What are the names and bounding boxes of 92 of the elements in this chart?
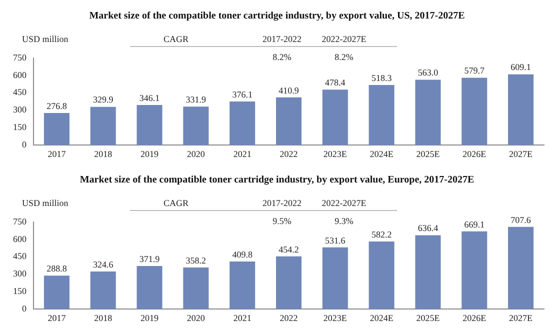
data-label: 563.0 (418, 68, 439, 78)
data-label: 609.1 (510, 62, 531, 72)
y-tick-label: 0 (22, 140, 27, 150)
bar (508, 226, 534, 310)
y-tick-label: 0 (22, 304, 27, 314)
bar (322, 90, 348, 146)
bar (368, 242, 394, 310)
x-tick-label: 2024E (370, 148, 394, 159)
bar (136, 266, 162, 310)
annotation: 8.2% (334, 52, 354, 62)
y-tick-label: 450 (13, 251, 27, 262)
bar (230, 262, 256, 310)
bar (276, 256, 302, 310)
data-label: 518.3 (371, 72, 392, 83)
x-tick-label: 2027E (509, 312, 534, 323)
y-axis-title: USD million (22, 34, 68, 44)
bar (90, 106, 116, 146)
y-tick-label: 600 (13, 70, 27, 80)
y-tick-label: 150 (13, 286, 27, 296)
bar (183, 106, 209, 146)
data-label: 409.8 (232, 249, 253, 260)
y-tick-label: 450 (13, 87, 27, 98)
data-label: 410.9 (278, 85, 300, 96)
text: 2017-2022 (262, 34, 302, 44)
bar (90, 271, 116, 310)
text: 2022-2027E (322, 198, 366, 208)
x-tick-label: 2023E (323, 148, 348, 159)
data-label: 288.8 (46, 263, 68, 274)
x-tick-label: 2017 (48, 312, 66, 323)
bar (462, 78, 488, 146)
x-tick-label: 2020 (186, 312, 206, 323)
x-tick-label: 2019 (140, 148, 160, 159)
data-label: 358.2 (186, 255, 206, 266)
bar (136, 104, 162, 146)
bar (368, 84, 394, 146)
x-tick-label: 2023E (323, 312, 348, 323)
x-tick-label: 2025E (416, 312, 440, 323)
data-label: 376.1 (232, 89, 252, 100)
chart-title: Market size of the compatible toner cartridge industry, by export value, Europe, 2017-2027E (80, 174, 474, 186)
bar (322, 247, 348, 310)
text: 2017-2022 (262, 198, 302, 208)
annotation: 9.5% (272, 216, 292, 226)
bar (415, 235, 441, 310)
bar (44, 276, 70, 310)
y-axis-title: USD million (22, 198, 68, 208)
annotation: 9.3% (334, 216, 354, 226)
x-tick-label: 2020 (186, 148, 206, 159)
x-tick-label: 2026E (462, 148, 487, 159)
x-tick-label: 2021 (233, 148, 252, 159)
data-label: 579.7 (464, 66, 486, 76)
x-tick-label: 2017 (48, 148, 66, 159)
data-label: 707.6 (510, 214, 532, 225)
text: CAGR (163, 198, 189, 208)
y-tick-label: 300 (13, 268, 27, 279)
data-label: 531.6 (325, 235, 346, 246)
data-label: 669.1 (464, 219, 485, 230)
bar (415, 80, 441, 146)
bar (276, 97, 302, 146)
y-tick-label: 300 (13, 104, 27, 115)
x-tick-label: 2022 (280, 312, 298, 323)
bar (183, 268, 209, 310)
data-label: 276.8 (46, 100, 68, 111)
x-tick-label: 2024E (370, 312, 394, 323)
chart-title: Market size of the compatible toner cartridge industry, by export value, US, 2017-2027E (89, 10, 466, 22)
text: CAGR (163, 34, 189, 44)
x-tick-label: 2022 (280, 148, 298, 159)
bar (462, 231, 488, 310)
data-label: 454.2 (278, 244, 299, 254)
data-label: 371.9 (139, 254, 160, 264)
x-tick-label: 2027E (509, 148, 534, 159)
data-label: 478.4 (325, 77, 346, 88)
x-tick-label: 2018 (94, 148, 113, 159)
bar (44, 113, 70, 146)
x-tick-label: 2019 (140, 312, 160, 323)
data-label: 582.2 (371, 229, 392, 240)
y-tick-label: 750 (13, 216, 27, 226)
data-label: 346.1 (139, 92, 160, 103)
bar (508, 74, 534, 146)
data-label: 331.9 (186, 94, 207, 104)
data-label: 636.4 (418, 223, 439, 234)
annotation: 8.2% (272, 52, 292, 62)
x-tick-label: 2021 (233, 312, 252, 323)
data-label: 324.6 (92, 259, 114, 270)
bar (230, 101, 256, 146)
text: 2022-2027E (322, 34, 366, 44)
x-tick-label: 2026E (462, 312, 487, 323)
x-tick-label: 2018 (94, 312, 113, 323)
data-label: 329.9 (92, 94, 114, 105)
y-tick-label: 150 (13, 122, 27, 132)
x-tick-label: 2025E (416, 148, 440, 159)
y-tick-label: 750 (13, 52, 27, 62)
y-tick-label: 600 (13, 234, 27, 244)
